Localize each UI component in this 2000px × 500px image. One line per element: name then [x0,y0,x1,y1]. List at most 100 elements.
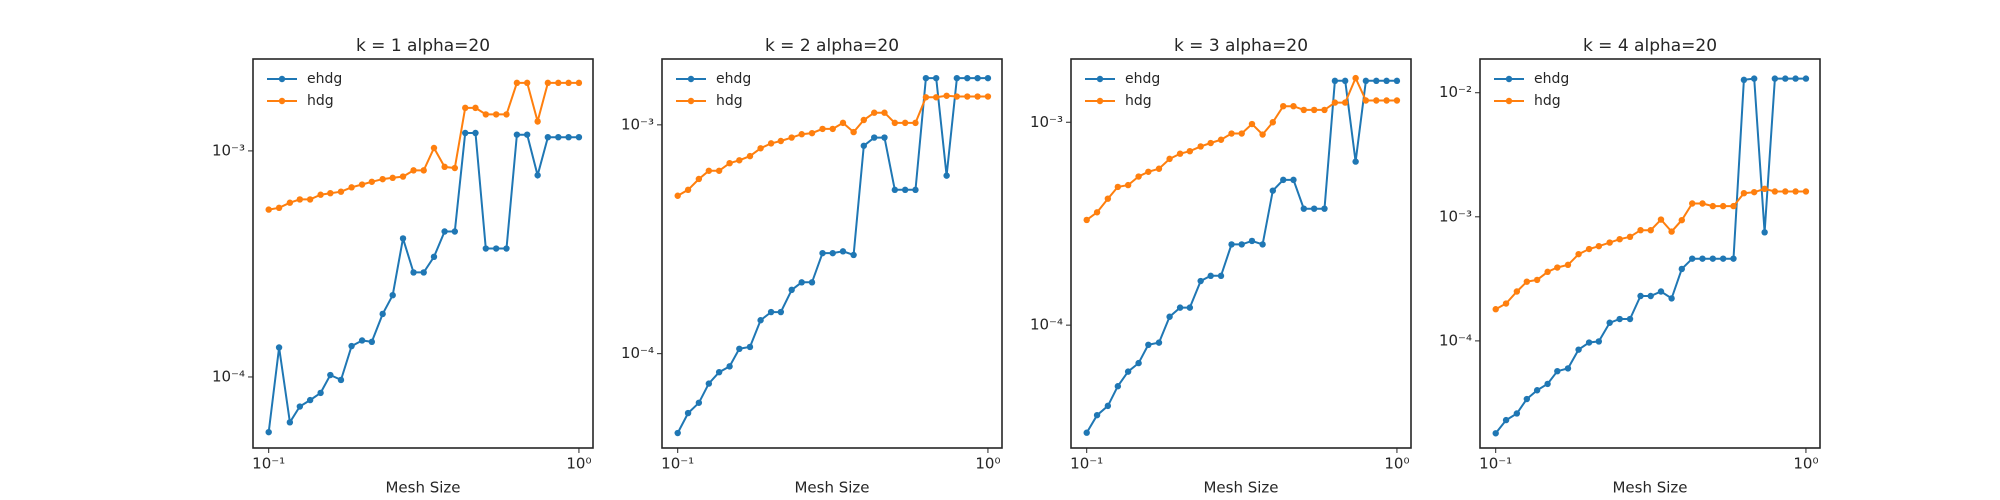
y-tick-label: 10⁻³ [621,115,654,133]
x-tick-label: 10⁰ [1384,455,1409,473]
legend-marker [1505,75,1513,83]
data-point [275,344,283,351]
data-point [306,196,314,203]
data-point [1352,74,1359,82]
data-point [1616,315,1623,323]
data-point [881,134,888,141]
x-tick-label: 10⁰ [566,455,591,473]
data-point [1300,205,1308,212]
data-point [674,192,681,199]
data-point [1093,411,1101,419]
x-tick-label: 10⁻¹ [252,455,285,473]
axes-frame [252,58,594,449]
data-point [1321,106,1328,114]
data-point [881,109,888,116]
data-point [1228,130,1235,137]
data-point [860,142,868,149]
data-point [912,186,919,194]
data-point [1606,239,1613,246]
data-point [523,131,531,138]
data-point [1155,339,1163,346]
x-tick-label: 10⁻¹ [1070,455,1103,473]
data-point [1792,75,1799,82]
data-point [1176,150,1184,157]
data-point [1228,241,1235,248]
data-point [337,376,345,384]
data-point [327,189,334,197]
data-point [534,118,541,125]
data-point [368,338,376,346]
y-tick-label: 10⁻³ [1439,207,1472,225]
data-line [1495,187,1806,311]
y-tick-label: 10⁻² [1439,83,1472,101]
data-point [819,249,826,257]
data-point [1575,346,1582,353]
data-point [575,79,583,87]
data-point [430,253,438,261]
data-point [1657,216,1665,223]
data-point [891,119,899,127]
data-point [1782,188,1789,195]
data-point [503,245,510,252]
data-point [829,249,836,257]
legend-label: ehdg [1125,71,1160,87]
data-point [1166,313,1173,320]
data-point [327,371,334,379]
data-point [715,167,723,174]
data-point [695,175,703,183]
data-point [1719,202,1727,210]
legend-label: ehdg [716,71,751,87]
data-point [767,140,775,147]
data-point [565,133,572,141]
data-point [1114,383,1122,390]
data-point [1668,295,1675,302]
data-point [368,178,376,185]
data-point [462,129,469,137]
data-point [1771,75,1779,82]
data-point [912,119,919,127]
data-point [1259,131,1266,138]
data-point [1782,75,1789,82]
data-point [1771,188,1779,195]
data-point [1678,265,1686,273]
data-point [746,343,754,351]
data-point [1533,276,1541,284]
data-point [1616,235,1623,243]
data-point [871,109,878,116]
data-point [943,172,950,179]
data-point [684,186,692,194]
data-point [1093,209,1101,216]
data-point [275,204,283,212]
data-point [1186,304,1194,311]
data-point [1321,205,1328,212]
x-tick-label: 10⁰ [975,455,1000,473]
data-point [544,79,552,87]
data-point [1217,272,1225,280]
data-point [901,186,909,194]
data-point [534,172,541,179]
data-point [1750,188,1758,196]
data-point [472,104,479,112]
y-tick-label: 10⁻³ [212,141,245,159]
x-axis-label: Mesh Size [794,479,869,497]
data-point [767,308,775,316]
data-point [1331,99,1339,106]
data-point [482,111,490,118]
axes-frame [661,58,1003,449]
data-point [1585,245,1593,253]
y-tick-label: 10⁻⁴ [621,344,654,362]
subplot: k = 4 alpha=20 Mesh Size 10⁻¹ 10⁰ 10⁻⁴ 10⁻³ 10… [1439,36,1821,497]
data-point [1269,119,1277,126]
data-point [1544,380,1551,388]
data-point [1533,387,1541,394]
legend-marker [1505,97,1513,105]
data-point [1248,237,1256,245]
data-point [974,93,981,100]
data-point [503,111,510,118]
data-point [1689,255,1696,262]
data-point [1186,147,1194,155]
data-point [1238,130,1245,137]
data-point [1595,242,1603,250]
data-point [1513,410,1521,417]
data-point [777,137,785,145]
